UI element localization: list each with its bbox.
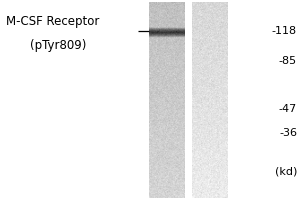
Text: (kd): (kd) bbox=[274, 166, 297, 176]
Text: -36: -36 bbox=[279, 128, 297, 138]
Text: -118: -118 bbox=[272, 26, 297, 36]
Text: (pTyr809): (pTyr809) bbox=[30, 40, 86, 52]
Text: -47: -47 bbox=[279, 104, 297, 114]
Text: -85: -85 bbox=[279, 56, 297, 66]
Text: M-CSF Receptor: M-CSF Receptor bbox=[6, 16, 99, 28]
